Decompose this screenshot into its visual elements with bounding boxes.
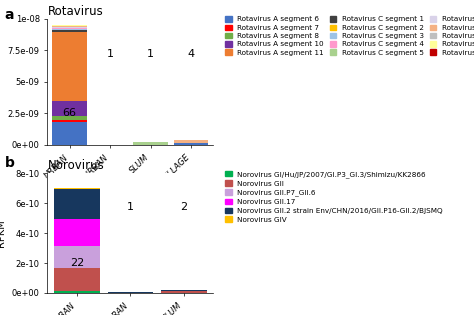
Bar <box>53 30 87 32</box>
Bar <box>53 116 87 120</box>
Bar <box>53 26 87 27</box>
Text: 22: 22 <box>70 258 84 268</box>
Bar <box>108 292 153 293</box>
Bar <box>53 25 87 26</box>
Bar <box>53 122 87 145</box>
Y-axis label: RPKM: RPKM <box>0 219 6 247</box>
Legend: Norovirus GI/Hu/JP/2007/GI.P3_GI.3/Shimizu/KK2866, Norovirus GII, Norovirus GII.: Norovirus GI/Hu/JP/2007/GI.P3_GI.3/Shimi… <box>225 171 443 223</box>
Text: Rotavirus: Rotavirus <box>47 5 103 18</box>
Text: Norovirus: Norovirus <box>47 159 104 172</box>
Bar <box>161 291 207 293</box>
Text: 66: 66 <box>63 108 77 118</box>
Bar <box>133 142 168 145</box>
Text: 4: 4 <box>188 49 195 59</box>
Bar <box>161 290 207 291</box>
Bar <box>53 27 87 28</box>
Text: 1: 1 <box>127 202 134 212</box>
Text: 2: 2 <box>180 202 187 212</box>
Text: b: b <box>5 156 15 170</box>
Text: a: a <box>5 8 14 22</box>
Text: 1: 1 <box>107 49 114 59</box>
Bar <box>53 28 87 29</box>
Bar <box>53 29 87 30</box>
Bar <box>53 101 87 116</box>
Bar <box>54 268 100 291</box>
Bar <box>53 32 87 101</box>
Text: 1: 1 <box>147 49 154 59</box>
Bar <box>53 120 87 122</box>
Bar <box>54 291 100 293</box>
Bar <box>54 219 100 246</box>
Bar <box>54 189 100 219</box>
Legend: Rotavirus A segment 6, Rotavirus A segment 7, Rotavirus A segment 8, Rotavirus A: Rotavirus A segment 6, Rotavirus A segme… <box>225 16 474 56</box>
Bar <box>54 246 100 268</box>
Bar <box>54 188 100 189</box>
Bar <box>174 140 208 143</box>
Y-axis label: RPKM: RPKM <box>0 68 2 96</box>
Bar <box>174 143 208 145</box>
